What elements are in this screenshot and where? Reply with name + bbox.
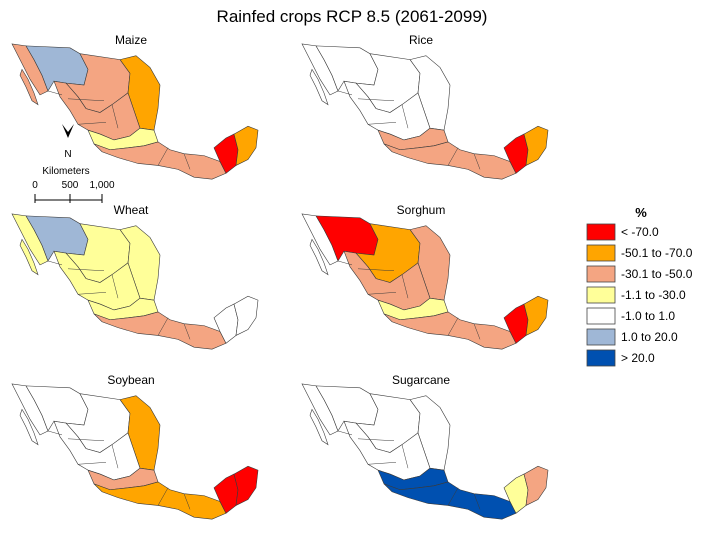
legend-label: -1.0 to 1.0: [621, 309, 675, 323]
mexico-map: [11, 383, 259, 520]
scale-bar: N Kilometers 0 500 1,000: [32, 124, 115, 203]
legend-label: -1.1 to -30.0: [621, 288, 686, 302]
region-yucatan_e: [233, 465, 259, 506]
mexico-map: [11, 213, 259, 350]
scale-tick-0: 0: [32, 180, 38, 191]
region-yucatan_e: [523, 465, 549, 506]
scale-unit: Kilometers: [42, 166, 89, 177]
legend-heading: %: [635, 205, 647, 220]
region-yucatan_e: [523, 125, 549, 166]
mexico-map: [301, 43, 549, 180]
state-border: [337, 90, 353, 96]
state-border: [183, 323, 191, 340]
legend-label: -50.1 to -70.0: [621, 246, 693, 260]
state-border: [473, 323, 481, 340]
state-border: [473, 493, 481, 510]
state-border: [111, 274, 119, 299]
panel-title: Wheat: [114, 203, 149, 217]
state-border: [111, 444, 119, 469]
legend-label: 1.0 to 20.0: [621, 330, 678, 344]
state-border: [473, 153, 481, 170]
state-border: [157, 487, 169, 506]
map-panels: Maize Rice Wheat Sorghum Soybean Sugarcane: [11, 33, 549, 520]
state-border: [447, 317, 459, 336]
state-border: [183, 493, 191, 510]
state-border: [337, 260, 353, 266]
map-panel-maize: Maize: [11, 33, 259, 180]
panel-title: Sugarcane: [392, 373, 450, 387]
scale-tick-1000: 1,000: [89, 180, 114, 191]
figure-title: Rainfed crops RCP 8.5 (2061-2099): [217, 7, 488, 26]
state-border: [401, 444, 409, 469]
state-border: [337, 430, 353, 436]
state-border: [111, 104, 119, 129]
legend-swatch: [586, 223, 616, 241]
region-yucatan_e: [233, 295, 259, 336]
panel-title: Soybean: [107, 373, 154, 387]
map-panel-wheat: Wheat: [11, 203, 259, 350]
state-border: [77, 122, 107, 125]
state-border: [447, 487, 459, 506]
state-border: [67, 98, 105, 102]
mexico-map: [11, 43, 259, 180]
legend: % < -70.0 -50.1 to -70.0 -30.1 to -50.0 -1.…: [586, 205, 693, 367]
region-yucatan_e: [233, 125, 259, 166]
state-border: [401, 274, 409, 299]
legend-swatch: [586, 328, 616, 346]
state-border: [367, 292, 397, 295]
region-yucatan_e: [523, 295, 549, 336]
map-panel-rice: Rice: [301, 33, 549, 180]
state-border: [77, 292, 107, 295]
legend-label: < -70.0: [621, 225, 659, 239]
state-border: [47, 90, 63, 96]
mexico-map: [301, 383, 549, 520]
panel-title: Sorghum: [397, 203, 446, 217]
state-border: [401, 104, 409, 129]
map-panel-sorghum: Sorghum: [301, 203, 549, 350]
scale-tick-500: 500: [62, 180, 79, 191]
map-panel-soybean: Soybean: [11, 373, 259, 520]
legend-label: -30.1 to -50.0: [621, 267, 693, 281]
state-border: [47, 430, 63, 436]
state-border: [157, 147, 169, 166]
panel-title: Maize: [115, 33, 147, 47]
state-border: [183, 153, 191, 170]
north-label: N: [64, 149, 71, 160]
state-border: [67, 268, 105, 272]
state-border: [47, 260, 63, 266]
legend-swatch: [586, 349, 616, 367]
state-border: [157, 317, 169, 336]
north-arrow-icon: [62, 124, 74, 138]
legend-swatch: [586, 244, 616, 262]
state-border: [357, 268, 395, 272]
panel-title: Rice: [409, 33, 433, 47]
state-border: [357, 98, 395, 102]
state-border: [367, 462, 397, 465]
legend-label: > 20.0: [621, 351, 655, 365]
mexico-map: [301, 213, 549, 350]
state-border: [67, 438, 105, 442]
legend-swatch: [586, 265, 616, 283]
state-border: [447, 147, 459, 166]
legend-swatch: [586, 307, 616, 325]
legend-swatch: [586, 286, 616, 304]
state-border: [77, 462, 107, 465]
state-border: [367, 122, 397, 125]
state-border: [357, 438, 395, 442]
map-panel-sugarcane: Sugarcane: [301, 373, 549, 520]
